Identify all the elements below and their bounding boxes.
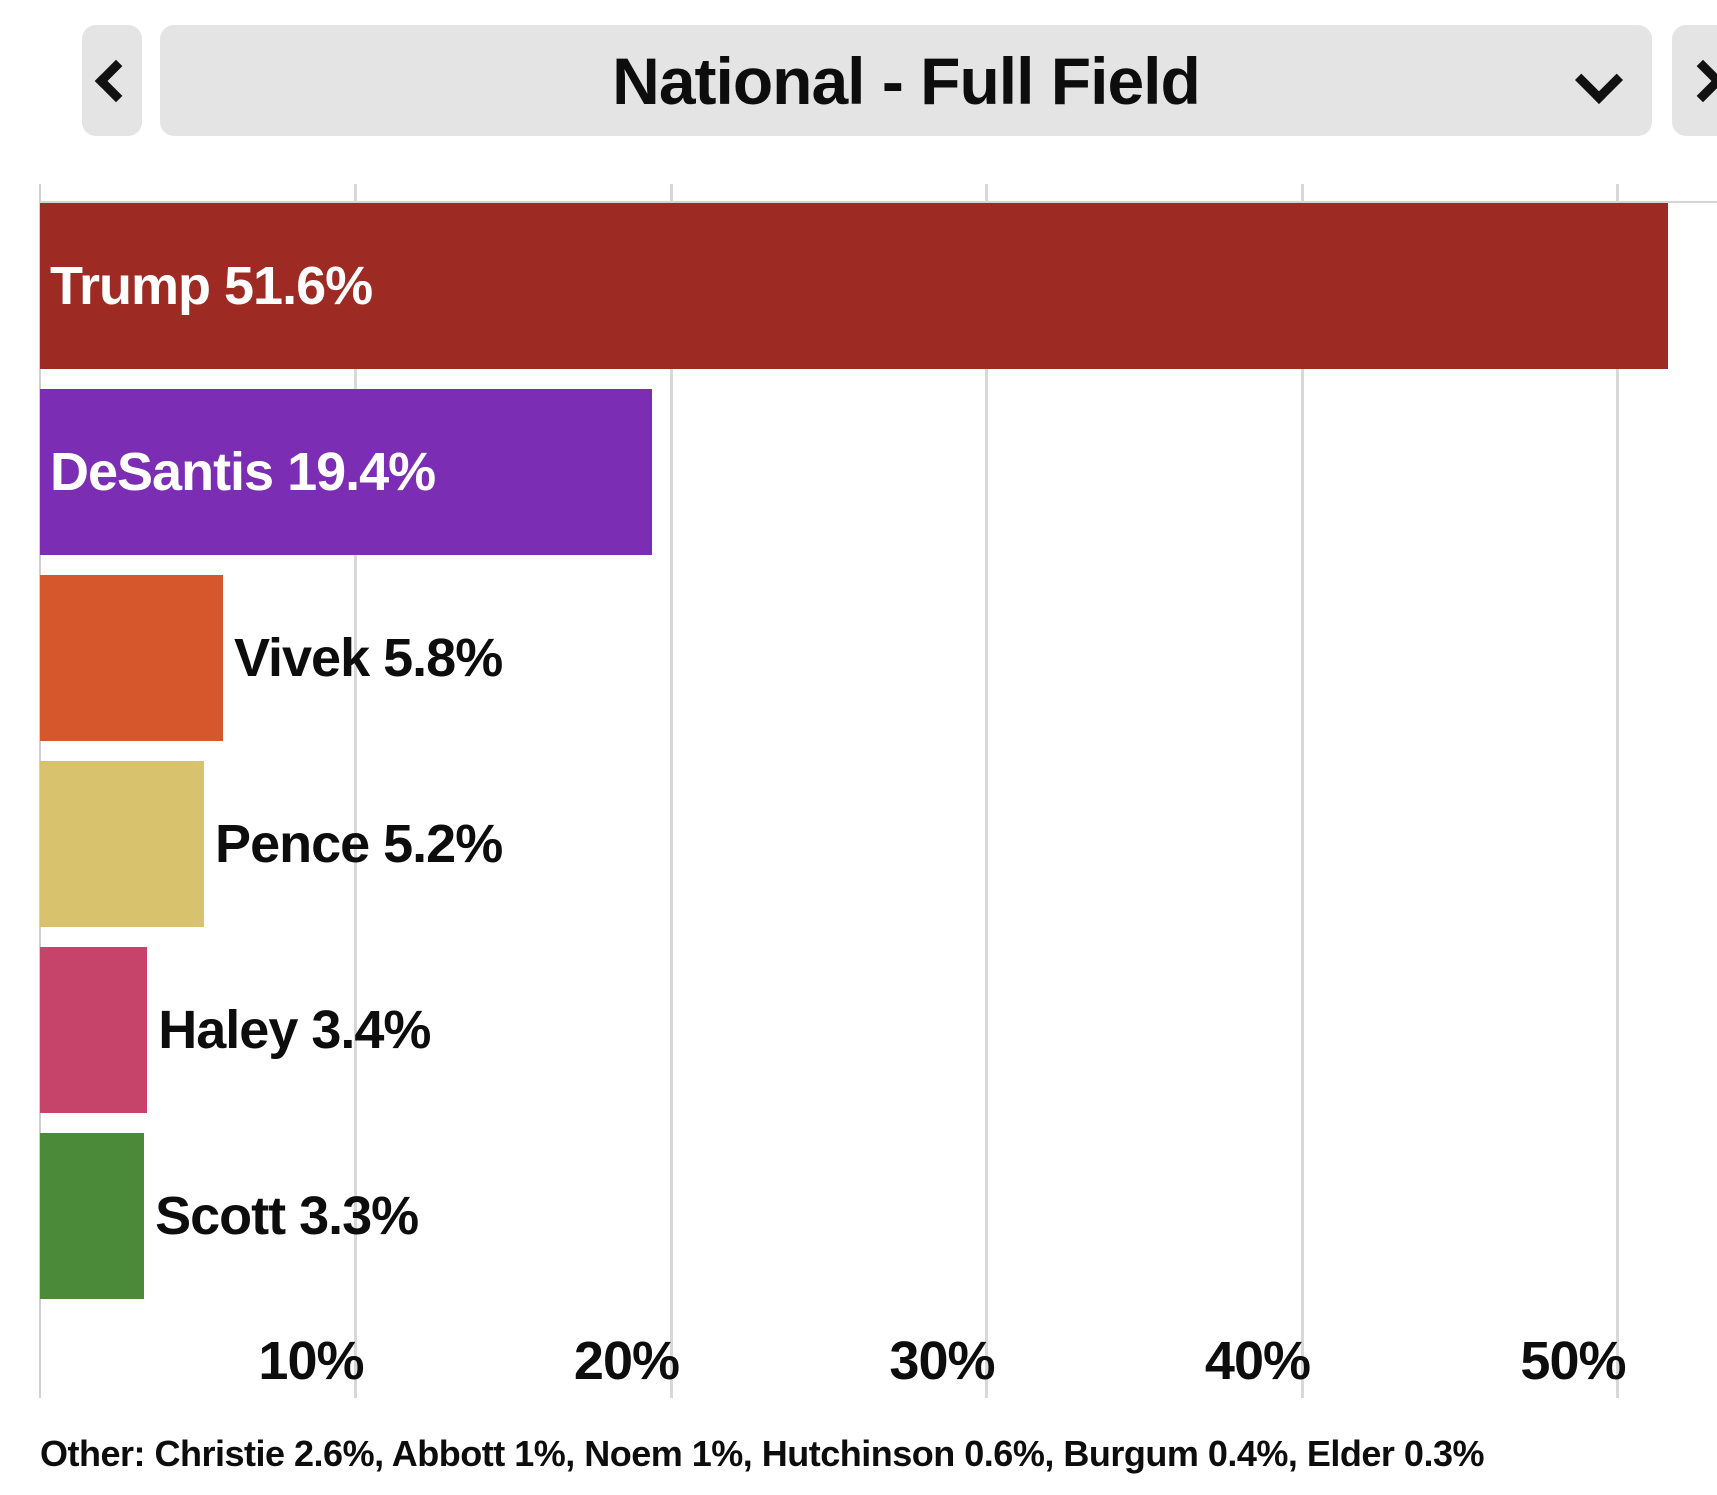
- x-tick-label-10%: 10%: [258, 1331, 364, 1391]
- gridline-40%: [1300, 184, 1304, 1398]
- x-tick-label-30%: 30%: [889, 1331, 995, 1391]
- gridline-30%: [985, 184, 988, 1398]
- prev-poll-button[interactable]: [82, 25, 142, 136]
- bar-label-vivek: Vivek 5.8%: [233, 628, 503, 688]
- gridline-10%: [354, 184, 357, 1398]
- bar-label-scott: Scott 3.3%: [155, 1186, 419, 1246]
- bar-row-desantis: DeSantis 19.4%: [40, 389, 1717, 555]
- gridline-20%: [669, 184, 673, 1398]
- bar-row-trump: Trump 51.6%: [40, 203, 1717, 369]
- gridline-50%: [1616, 184, 1619, 1398]
- bar-desantis: [40, 389, 653, 555]
- bar-row-haley: Haley 3.4%: [40, 947, 1717, 1113]
- bar-trump: [40, 203, 1668, 369]
- plot-top-border: [39, 201, 1717, 203]
- bar-label-pence: Pence 5.2%: [215, 814, 503, 874]
- bar-scott: [40, 1133, 145, 1299]
- bar-label-trump: Trump 51.6%: [50, 256, 373, 316]
- bar-haley: [40, 947, 148, 1113]
- next-poll-button[interactable]: [1672, 25, 1717, 136]
- bar-row-scott: Scott 3.3%: [40, 1133, 1717, 1299]
- bar-vivek: [40, 575, 223, 741]
- x-tick-label-50%: 50%: [1520, 1331, 1626, 1391]
- bar-row-pence: Pence 5.2%: [40, 761, 1717, 927]
- dropdown-selected-title: National - Full Field: [612, 43, 1201, 118]
- bar-label-haley: Haley 3.4%: [158, 1000, 431, 1060]
- x-tick-label-40%: 40%: [1204, 1331, 1311, 1391]
- bar-label-desantis: DeSantis 19.4%: [50, 442, 436, 502]
- other-candidates-note: Other: Christie 2.6%, Abbott 1%, Noem 1%…: [40, 1433, 1484, 1474]
- x-tick-label-20%: 20%: [573, 1331, 680, 1391]
- bar-row-vivek: Vivek 5.8%: [40, 575, 1717, 741]
- poll-selector-dropdown[interactable]: National - Full Field: [160, 25, 1652, 136]
- bar-pence: [40, 761, 205, 927]
